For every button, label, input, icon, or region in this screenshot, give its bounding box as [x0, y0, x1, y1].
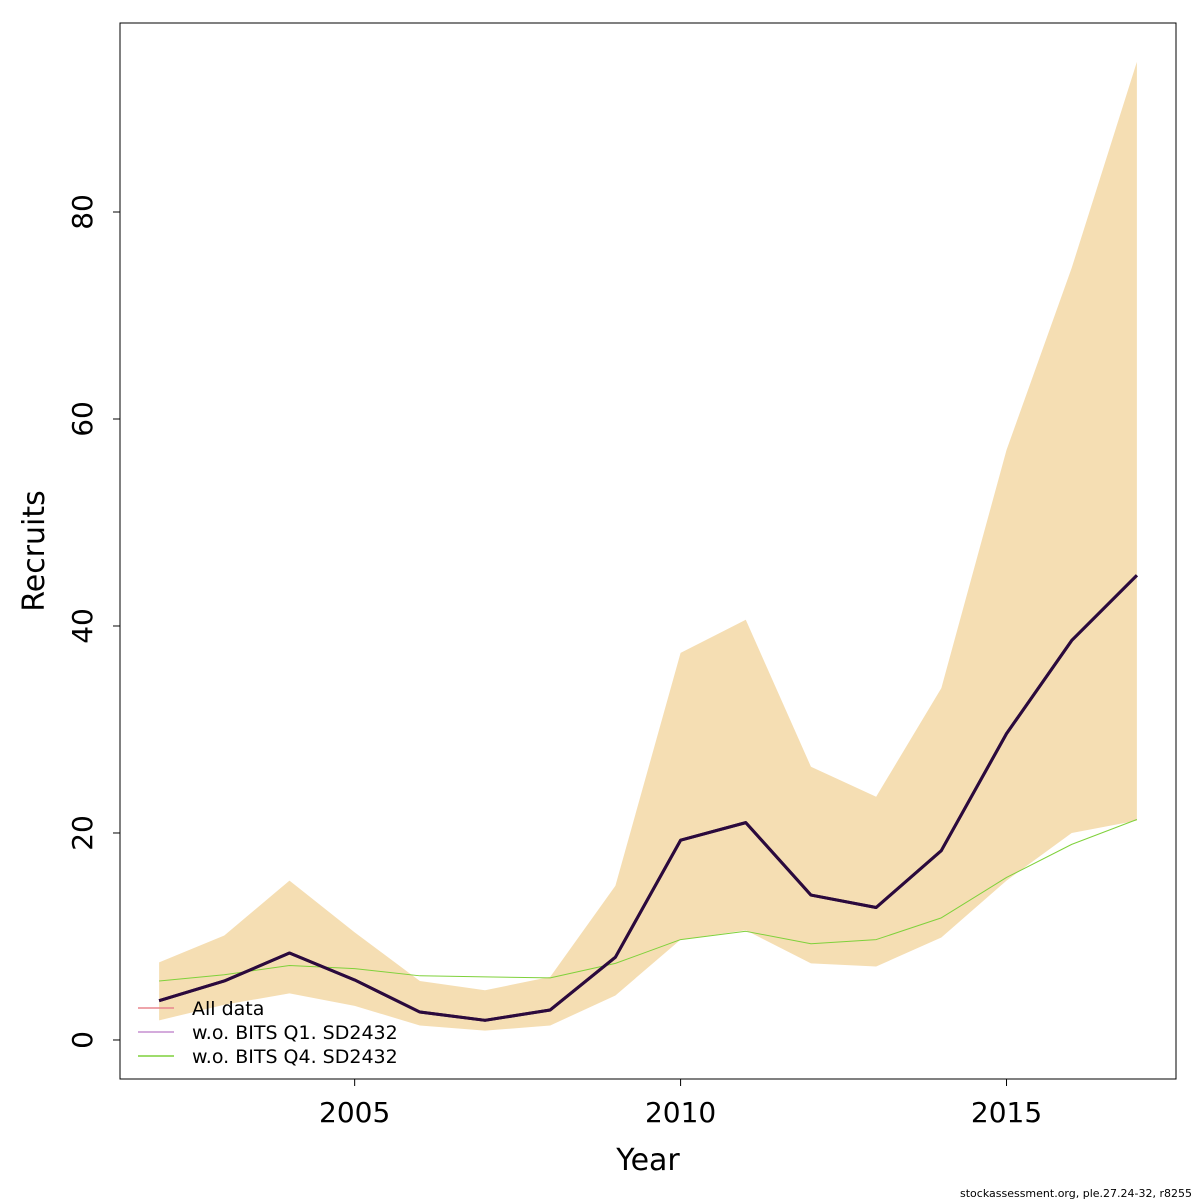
legend-label: w.o. BITS Q4. SD2432 [192, 1046, 398, 1068]
x-tick-label: 2015 [971, 1096, 1042, 1129]
y-tick-label: 0 [66, 1031, 99, 1049]
y-tick-label: 20 [66, 815, 99, 851]
x-tick-label: 2010 [645, 1096, 716, 1129]
legend-label: All data [192, 998, 264, 1020]
plot-frame [119, 22, 1177, 1080]
y-tick-label: 60 [66, 401, 99, 437]
footer: stockassessment.org, ple.27.24-32, r8255 [960, 1187, 1192, 1200]
y-tick-label: 80 [66, 194, 99, 230]
x-axis-label: Year [615, 1143, 680, 1178]
y-tick-label: 40 [66, 608, 99, 644]
confidence-band [159, 61, 1137, 1031]
x-tick-label: 2005 [319, 1096, 390, 1129]
series-line [158, 574, 1138, 1022]
y-axis-label: Recruits [17, 490, 52, 612]
legend-label: w.o. BITS Q1. SD2432 [192, 1022, 398, 1044]
